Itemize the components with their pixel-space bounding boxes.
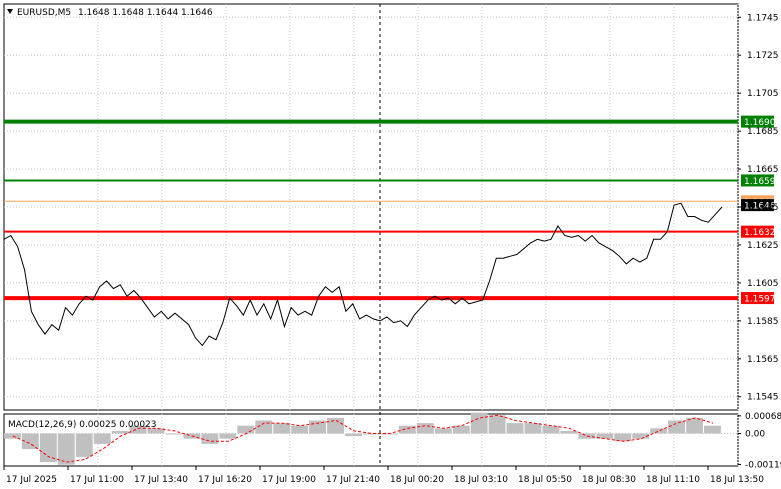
level-label: 1.1690 [744, 118, 776, 128]
time-tick-label: 17 Jul 2025 [6, 475, 57, 485]
macd-tick-label: 0.00068 [745, 412, 781, 422]
price-tick-label: 1.1645 [747, 203, 779, 213]
time-tick-label: 18 Jul 11:10 [646, 475, 700, 485]
price-axis: 1.17451.17251.17051.16851.16651.16451.16… [738, 13, 779, 403]
macd-bar [345, 433, 362, 437]
macd-bar [57, 433, 75, 465]
macd-bar [291, 425, 309, 434]
time-tick-label: 17 Jul 19:00 [262, 475, 316, 485]
macd-bar [650, 428, 668, 434]
time-tick-label: 17 Jul 16:20 [198, 475, 252, 485]
price-tick-label: 1.1685 [747, 127, 779, 137]
price-tick-label: 1.1705 [747, 89, 779, 99]
level-badge [741, 199, 774, 212]
time-axis: 17 Jul 2025 17 Jul 11:00 17 Jul 13:40 17 Ju… [3, 466, 764, 485]
level-badge [741, 115, 774, 128]
macd-bar [75, 433, 93, 457]
price-tick-label: 1.1725 [747, 51, 779, 61]
macd-tick-label: 0.00 [745, 430, 765, 440]
level-label: 1.1659 [744, 177, 776, 187]
level-label: 1.1646 [744, 202, 776, 212]
price-grid [4, 4, 739, 466]
macd-bar [452, 425, 470, 434]
level-badge [741, 225, 774, 238]
macd-bar [273, 423, 291, 434]
macd-label: MACD(12,26,9) 0.00025 0.00023 [8, 420, 157, 430]
price-tick-label: 1.1545 [747, 393, 779, 403]
time-tick-label: 18 Jul 03:10 [454, 475, 508, 485]
level-label: 1.1632 [744, 228, 776, 238]
price-series [3, 202, 723, 347]
ohlc-values: 1.1648 1.1648 1.1644 1.1646 [78, 8, 213, 18]
macd-bar [129, 425, 147, 434]
price-tick-label: 1.1585 [747, 317, 779, 327]
macd-bar [686, 417, 703, 434]
macd-bar [524, 423, 542, 434]
macd-bar [596, 433, 614, 439]
time-tick-label: 18 Jul 05:50 [518, 475, 572, 485]
chart-header[interactable]: EURUSD,M5 1.1648 1.1648 1.1644 1.1646 [7, 8, 213, 18]
price-tick-label: 1.1605 [747, 279, 779, 289]
time-tick-label: 17 Jul 11:00 [70, 475, 124, 485]
price-tick-label: 1.1565 [747, 355, 779, 365]
time-tick-label: 18 Jul 00:20 [390, 475, 444, 485]
macd-bar [488, 415, 506, 434]
macd-bar [147, 428, 165, 434]
macd-bar [363, 433, 380, 435]
macd-bar [237, 425, 255, 434]
dropdown-triangle-icon[interactable] [7, 9, 13, 14]
macd-bar [39, 433, 57, 463]
macd-bar [219, 433, 237, 439]
level-label: 1.1597 [744, 295, 776, 305]
macd-bar [416, 423, 434, 434]
macd-bar [4, 433, 21, 439]
price-tick-label: 1.1665 [747, 165, 779, 175]
macd-bar [578, 433, 596, 439]
level-badge [741, 292, 774, 305]
price-line [3, 202, 723, 347]
macd-bar [327, 417, 344, 434]
macd-series [4, 412, 721, 465]
macd-bar [255, 420, 273, 434]
macd-bar [704, 425, 721, 434]
macd-bar [201, 433, 219, 444]
macd-signal-line [12, 414, 714, 463]
macd-bar [93, 433, 111, 444]
macd-bar [614, 433, 632, 442]
level-badge [741, 174, 774, 187]
macd-bar [398, 425, 416, 434]
macd-bar [165, 433, 183, 435]
macd-bar [21, 433, 39, 450]
time-tick-label: 17 Jul 13:40 [134, 475, 188, 485]
macd-axis: 0.00068 0.00 -0.00119 [738, 412, 781, 470]
price-tick-label: 1.1745 [747, 13, 779, 23]
time-tick-label: 18 Jul 08:30 [582, 475, 636, 485]
macd-bar [542, 425, 560, 434]
macd-bar [506, 423, 524, 434]
macd-tick-label: -0.00119 [745, 460, 781, 470]
macd-bar [470, 412, 488, 434]
macd-bar [560, 430, 578, 434]
macd-bar [111, 430, 129, 434]
price-tick-label: 1.1625 [747, 241, 779, 251]
time-tick-label: 18 Jul 13:50 [710, 475, 764, 485]
macd-bar [632, 433, 650, 439]
time-tick-label: 17 Jul 21:40 [326, 475, 380, 485]
macd-bar [434, 428, 452, 434]
symbol-label: EURUSD,M5 [17, 8, 71, 18]
macd-bar [668, 420, 685, 434]
